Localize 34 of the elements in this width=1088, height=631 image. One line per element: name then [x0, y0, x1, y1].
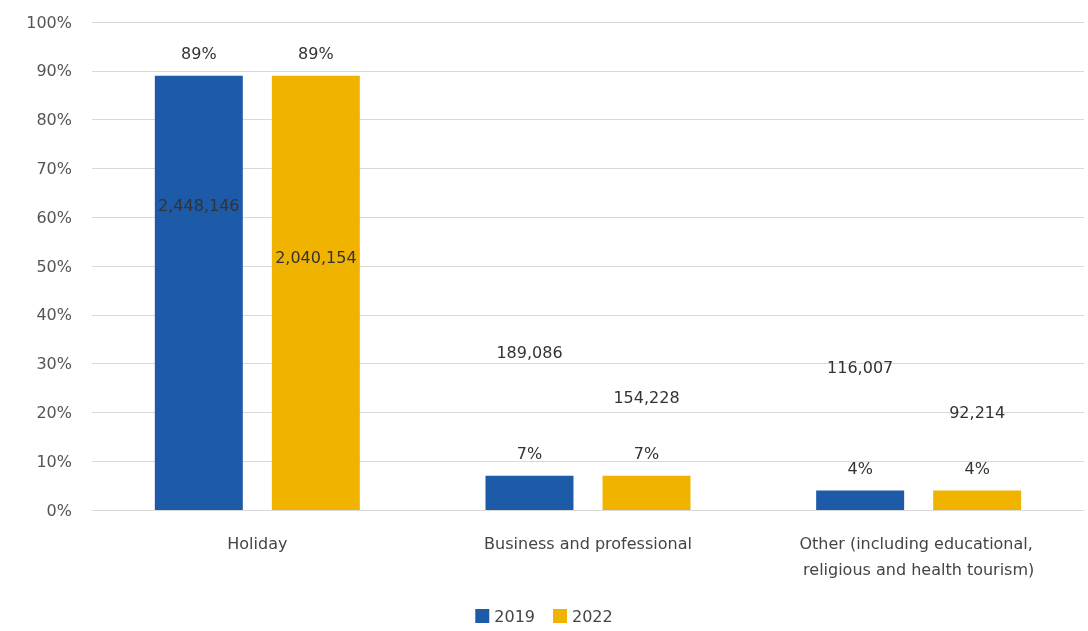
- y-tick-label: 0%: [46, 500, 72, 520]
- annotation: 2,040,154: [275, 248, 357, 268]
- data-label: 4%: [964, 458, 990, 478]
- data-label: 7%: [516, 444, 543, 464]
- legend-label: 2019: [494, 606, 535, 626]
- x-tick-label: Holiday: [227, 533, 288, 553]
- annotation: 2,448,146: [158, 196, 240, 216]
- data-label: 89%: [181, 44, 217, 64]
- bar: [485, 475, 574, 510]
- annotation: 154,228: [613, 388, 680, 408]
- bar: [602, 475, 691, 510]
- bar: [271, 75, 360, 510]
- y-tick-label: 20%: [36, 402, 72, 422]
- y-tick-label: 90%: [36, 61, 72, 81]
- y-tick-label: 80%: [36, 110, 72, 130]
- y-tick-label: 50%: [36, 256, 72, 276]
- legend-label: 2022: [572, 606, 613, 626]
- bar: [933, 490, 1022, 510]
- y-tick-label: 10%: [36, 451, 72, 471]
- y-tick-label: 30%: [36, 354, 72, 374]
- data-label: 4%: [847, 458, 873, 478]
- annotation: 116,007: [827, 357, 894, 377]
- data-label: 89%: [298, 44, 334, 64]
- annotation: 92,214: [949, 402, 1006, 422]
- y-tick-label: 40%: [36, 305, 72, 325]
- x-tick-label: Business and professional: [484, 533, 692, 553]
- annotation: 189,086: [496, 343, 563, 363]
- data-label: 7%: [633, 444, 660, 464]
- bar: [154, 75, 243, 510]
- x-tick-label: Other (including educational, religious and health tourism): [799, 533, 1038, 579]
- bar: [816, 490, 905, 510]
- y-tick-label: 70%: [36, 158, 72, 178]
- y-tick-label: 100%: [26, 12, 72, 32]
- y-tick-label: 60%: [36, 207, 72, 227]
